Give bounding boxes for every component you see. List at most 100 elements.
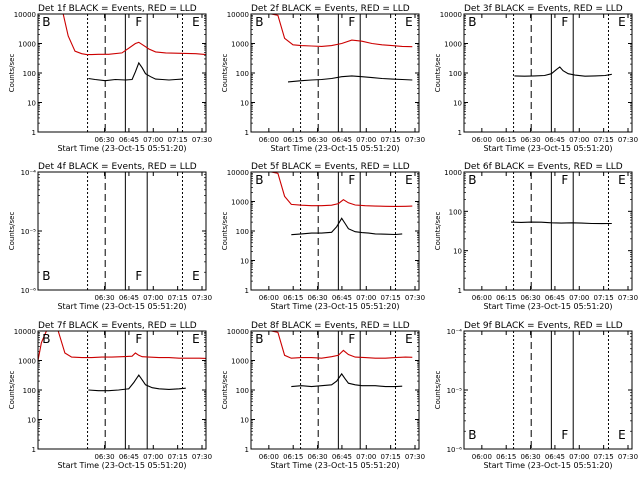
x-tick-label: 06:45 — [119, 453, 139, 461]
x-tick-label: 07:15 — [168, 136, 188, 144]
y-tick-label: 10⁻⁵ — [21, 228, 37, 236]
series-line-black — [88, 61, 183, 82]
x-axis-label: Start Time (23-Oct-15 05:51:20) — [483, 144, 612, 153]
chart-title: Det 6f BLACK = Events, RED = LLD — [464, 162, 623, 172]
x-tick-label: 06:45 — [332, 136, 352, 144]
x-tick-label: 07:30 — [405, 294, 425, 302]
event-marker: E — [618, 173, 626, 187]
y-tick-label: 10⁻⁶ — [447, 446, 463, 454]
x-tick-label: 06:30 — [520, 294, 540, 302]
series-group — [514, 66, 612, 77]
x-tick-label: 06:15 — [283, 453, 303, 461]
x-tick-label: 06:15 — [496, 453, 516, 461]
x-tick-label: 07:00 — [356, 453, 376, 461]
x-tick-label: 07:30 — [192, 453, 212, 461]
y-tick-label: 1 — [245, 287, 249, 295]
series-line-red — [251, 14, 413, 48]
x-axis-label: Start Time (23-Oct-15 05:51:20) — [270, 144, 399, 153]
y-tick-label: 10⁻⁵ — [447, 387, 463, 395]
chart-panel: Det 9f BLACK = Events, RED = LLD 10⁻⁶ 10⁻⁵… — [434, 321, 638, 470]
x-tick-label: 07:30 — [192, 136, 212, 144]
y-tick-label: 10000 — [14, 11, 36, 19]
chart-title: Det 4f BLACK = Events, RED = LLD — [38, 162, 197, 172]
y-axis-label: Counts/sec — [8, 212, 16, 251]
x-tick-label: 06:00 — [259, 136, 279, 144]
chart-title: Det 1f BLACK = Events, RED = LLD — [38, 4, 197, 14]
series-group — [38, 331, 206, 392]
x-axis-label: Start Time (23-Oct-15 05:51:20) — [483, 461, 612, 470]
series-line-black — [291, 372, 403, 388]
y-tick-label: 10 — [240, 258, 249, 266]
x-axis-label: Start Time (23-Oct-15 05:51:20) — [57, 302, 186, 311]
plot-frame — [250, 171, 420, 291]
x-axis-label: Start Time (23-Oct-15 05:51:20) — [57, 461, 186, 470]
event-marker: E — [192, 332, 200, 346]
plot-frame — [463, 330, 633, 450]
x-tick-label: 06:00 — [259, 453, 279, 461]
y-tick-label: 10 — [240, 417, 249, 425]
y-tick-label: 1000 — [444, 41, 462, 49]
y-tick-label: 1000 — [18, 358, 36, 366]
y-axis-label: Counts/sec — [221, 371, 229, 410]
x-tick-label: 06:45 — [545, 136, 565, 144]
event-marker: F — [135, 15, 142, 29]
x-tick-label: 07:00 — [569, 453, 589, 461]
x-tick-label: 07:00 — [569, 136, 589, 144]
x-tick-label: 07:15 — [168, 294, 188, 302]
event-marker: F — [561, 173, 568, 187]
x-axis-label: Start Time (23-Oct-15 05:51:20) — [57, 144, 186, 153]
series-line-red — [38, 331, 206, 361]
event-marker: F — [561, 428, 568, 442]
x-tick-label: 06:45 — [545, 453, 565, 461]
x-tick-label: 06:45 — [332, 294, 352, 302]
y-tick-label: 1000 — [18, 41, 36, 49]
y-tick-label: 10 — [453, 100, 462, 108]
chart-panel: Det 7f BLACK = Events, RED = LLD 1 10 100 10… — [8, 321, 212, 470]
y-axis-label: Counts/sec — [8, 371, 16, 410]
y-axis-label: Counts/sec — [434, 212, 442, 251]
series-group — [251, 172, 413, 236]
chart-title: Det 5f BLACK = Events, RED = LLD — [251, 162, 410, 172]
series-line-red — [38, 14, 206, 56]
plot-frame — [37, 13, 207, 133]
x-axis-label: Start Time (23-Oct-15 05:51:20) — [270, 302, 399, 311]
series-line-red — [251, 331, 413, 359]
x-tick-label: 07:30 — [405, 136, 425, 144]
event-marker: F — [348, 332, 355, 346]
plot-frame — [463, 171, 633, 291]
x-tick-label: 07:15 — [594, 136, 614, 144]
event-marker: B — [255, 332, 263, 346]
event-marker: B — [468, 15, 476, 29]
x-tick-label: 06:45 — [545, 294, 565, 302]
y-tick-label: 1 — [458, 129, 462, 137]
series-line-black — [291, 217, 403, 236]
event-marker: E — [618, 428, 626, 442]
x-axis-label: Start Time (23-Oct-15 05:51:20) — [270, 461, 399, 470]
series-group — [251, 331, 413, 388]
y-tick-label: 1 — [32, 446, 36, 454]
x-tick-label: 07:15 — [381, 453, 401, 461]
x-tick-label: 06:30 — [94, 136, 114, 144]
x-tick-label: 06:45 — [119, 294, 139, 302]
y-tick-label: 10⁻⁴ — [21, 169, 37, 177]
y-axis-label: Counts/sec — [434, 54, 442, 93]
y-tick-label: 10 — [27, 417, 36, 425]
y-tick-label: 1000 — [231, 41, 249, 49]
y-tick-label: 10 — [453, 248, 462, 256]
y-tick-label: 10 — [27, 100, 36, 108]
y-tick-label: 10⁻⁶ — [21, 287, 37, 295]
event-marker: F — [348, 15, 355, 29]
x-tick-label: 07:30 — [192, 294, 212, 302]
y-tick-label: 10⁻⁴ — [447, 328, 463, 336]
x-tick-label: 06:30 — [520, 453, 540, 461]
y-axis-label: Counts/sec — [8, 54, 16, 93]
x-tick-label: 07:00 — [569, 294, 589, 302]
chart-title: Det 7f BLACK = Events, RED = LLD — [38, 321, 197, 331]
x-tick-label: 07:15 — [594, 294, 614, 302]
x-axis-label: Start Time (23-Oct-15 05:51:20) — [483, 302, 612, 311]
y-tick-label: 10000 — [227, 169, 249, 177]
y-tick-label: 10 — [240, 100, 249, 108]
chart-panel: Det 2f BLACK = Events, RED = LLD 1 10 100 10… — [221, 4, 425, 153]
x-tick-label: 06:15 — [496, 136, 516, 144]
x-tick-label: 07:00 — [143, 453, 163, 461]
